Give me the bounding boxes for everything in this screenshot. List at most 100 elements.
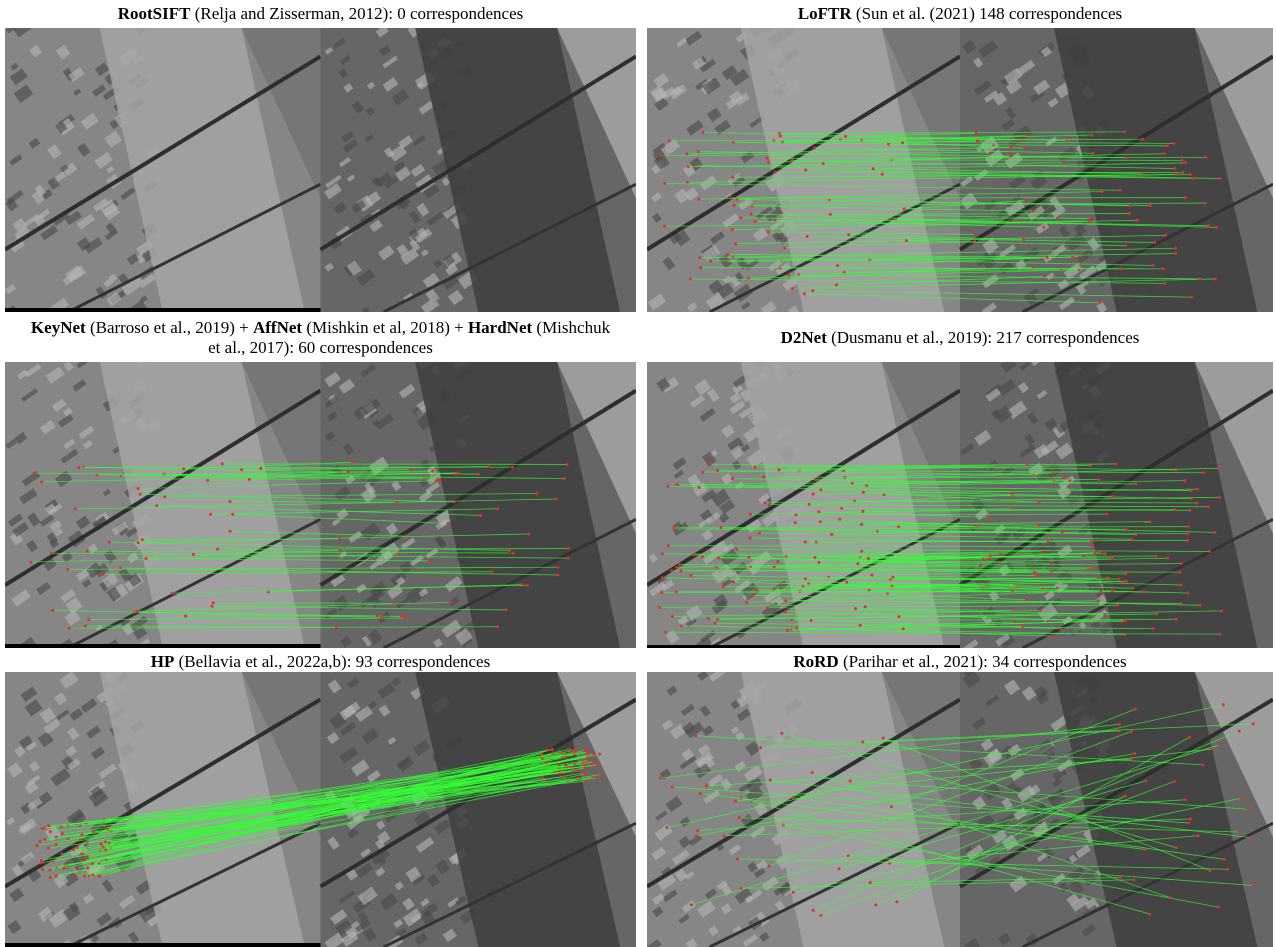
match-line — [710, 463, 1176, 471]
method-name: D2Net — [780, 328, 827, 347]
match-line — [674, 528, 1063, 533]
match-line — [754, 463, 1116, 468]
match-line — [736, 199, 1131, 207]
match-line — [892, 578, 1120, 587]
match-line — [718, 557, 1051, 564]
match-line — [889, 835, 1199, 864]
match-line — [779, 131, 1125, 134]
match-line — [732, 219, 1138, 231]
method-name: KeyNet — [30, 318, 86, 337]
match-line — [48, 778, 579, 827]
match-line — [75, 498, 557, 510]
match-line — [183, 461, 353, 470]
match-line — [710, 253, 1176, 262]
match-line — [831, 534, 1132, 540]
match-line — [706, 758, 1132, 787]
match-line — [138, 533, 530, 544]
match-line — [792, 160, 1175, 169]
match-line — [732, 174, 1191, 178]
match-line — [664, 182, 1120, 191]
match-line — [102, 753, 542, 846]
match-line — [217, 548, 569, 550]
match-line — [860, 621, 1015, 626]
match-line — [241, 466, 490, 471]
match-line — [904, 200, 1026, 210]
match-line — [230, 531, 406, 537]
match-line — [782, 134, 1093, 143]
match-line — [767, 607, 1105, 615]
match-line — [765, 496, 1220, 504]
match-line — [699, 247, 1176, 259]
match-line — [863, 491, 1040, 503]
match-line — [703, 132, 1068, 142]
match-line — [820, 489, 1192, 500]
match-line — [741, 217, 1209, 227]
match-line — [884, 494, 1114, 498]
match-line — [67, 566, 558, 570]
match-line — [844, 467, 1219, 478]
match-line — [700, 267, 1122, 270]
method-name: LoFTR — [797, 4, 852, 23]
match-line — [87, 550, 514, 554]
match-line — [222, 463, 567, 465]
match-line — [902, 140, 978, 144]
match-line — [854, 500, 1198, 504]
caption-text: (Mishchuk et al., 2017): 60 corresponden… — [208, 318, 611, 357]
panel-caption: D2Net (Dusmanu et al., 2019): 217 corres… — [642, 328, 1276, 348]
match-line — [814, 147, 1093, 154]
method-name: HardNet — [467, 318, 533, 337]
matched-image-pair — [647, 28, 1273, 312]
match-line — [843, 470, 1204, 474]
match-line — [739, 817, 1240, 833]
match-line — [848, 855, 1254, 886]
match-line — [665, 631, 1220, 635]
match-line — [668, 545, 1093, 547]
matched-image-pair — [647, 672, 1273, 947]
match-line — [892, 576, 1182, 586]
match-line — [97, 474, 438, 480]
match-line — [887, 586, 1017, 595]
match-line — [768, 231, 976, 235]
match-line — [906, 240, 1126, 247]
match-line — [720, 527, 1126, 530]
match-line — [41, 767, 585, 864]
match-line — [818, 511, 989, 518]
matched-image-pair — [5, 362, 636, 648]
match-line — [862, 509, 1176, 512]
match-line — [866, 480, 1185, 487]
caption-text: (Bellavia et al., 2022a,b): 93 correspon… — [174, 652, 491, 671]
match-line — [693, 554, 1113, 559]
match-line — [735, 748, 1213, 802]
match-line — [211, 605, 507, 611]
match-line — [752, 205, 1034, 212]
match-line — [699, 480, 1070, 488]
match-line — [87, 749, 548, 843]
match-line — [661, 151, 991, 157]
caption-text: (Mishkin et al, 2018) + — [302, 318, 468, 337]
match-line — [809, 494, 1013, 505]
match-line — [737, 858, 1228, 870]
match-line — [857, 555, 991, 565]
method-name: AffNet — [252, 318, 303, 337]
match-line — [75, 776, 593, 877]
match-line — [733, 256, 1153, 266]
match-line — [727, 253, 1048, 258]
match-line — [688, 162, 1064, 168]
match-line — [145, 558, 430, 562]
panel-caption: RoRD (Parihar et al., 2021): 34 correspo… — [642, 652, 1276, 672]
match-line — [777, 553, 1001, 562]
match-line — [865, 604, 1118, 608]
match-line — [68, 764, 598, 840]
match-line — [873, 162, 1186, 170]
match-line — [855, 608, 1014, 612]
match-line — [659, 600, 1099, 609]
match-line — [672, 786, 1189, 824]
match-line — [736, 548, 1210, 552]
match-line — [156, 505, 481, 516]
match-line — [666, 704, 1224, 828]
match-line — [875, 795, 1126, 906]
match-line — [783, 824, 1219, 908]
match-line — [41, 472, 459, 483]
method-name: RoRD — [793, 652, 839, 671]
match-line — [891, 708, 1136, 808]
